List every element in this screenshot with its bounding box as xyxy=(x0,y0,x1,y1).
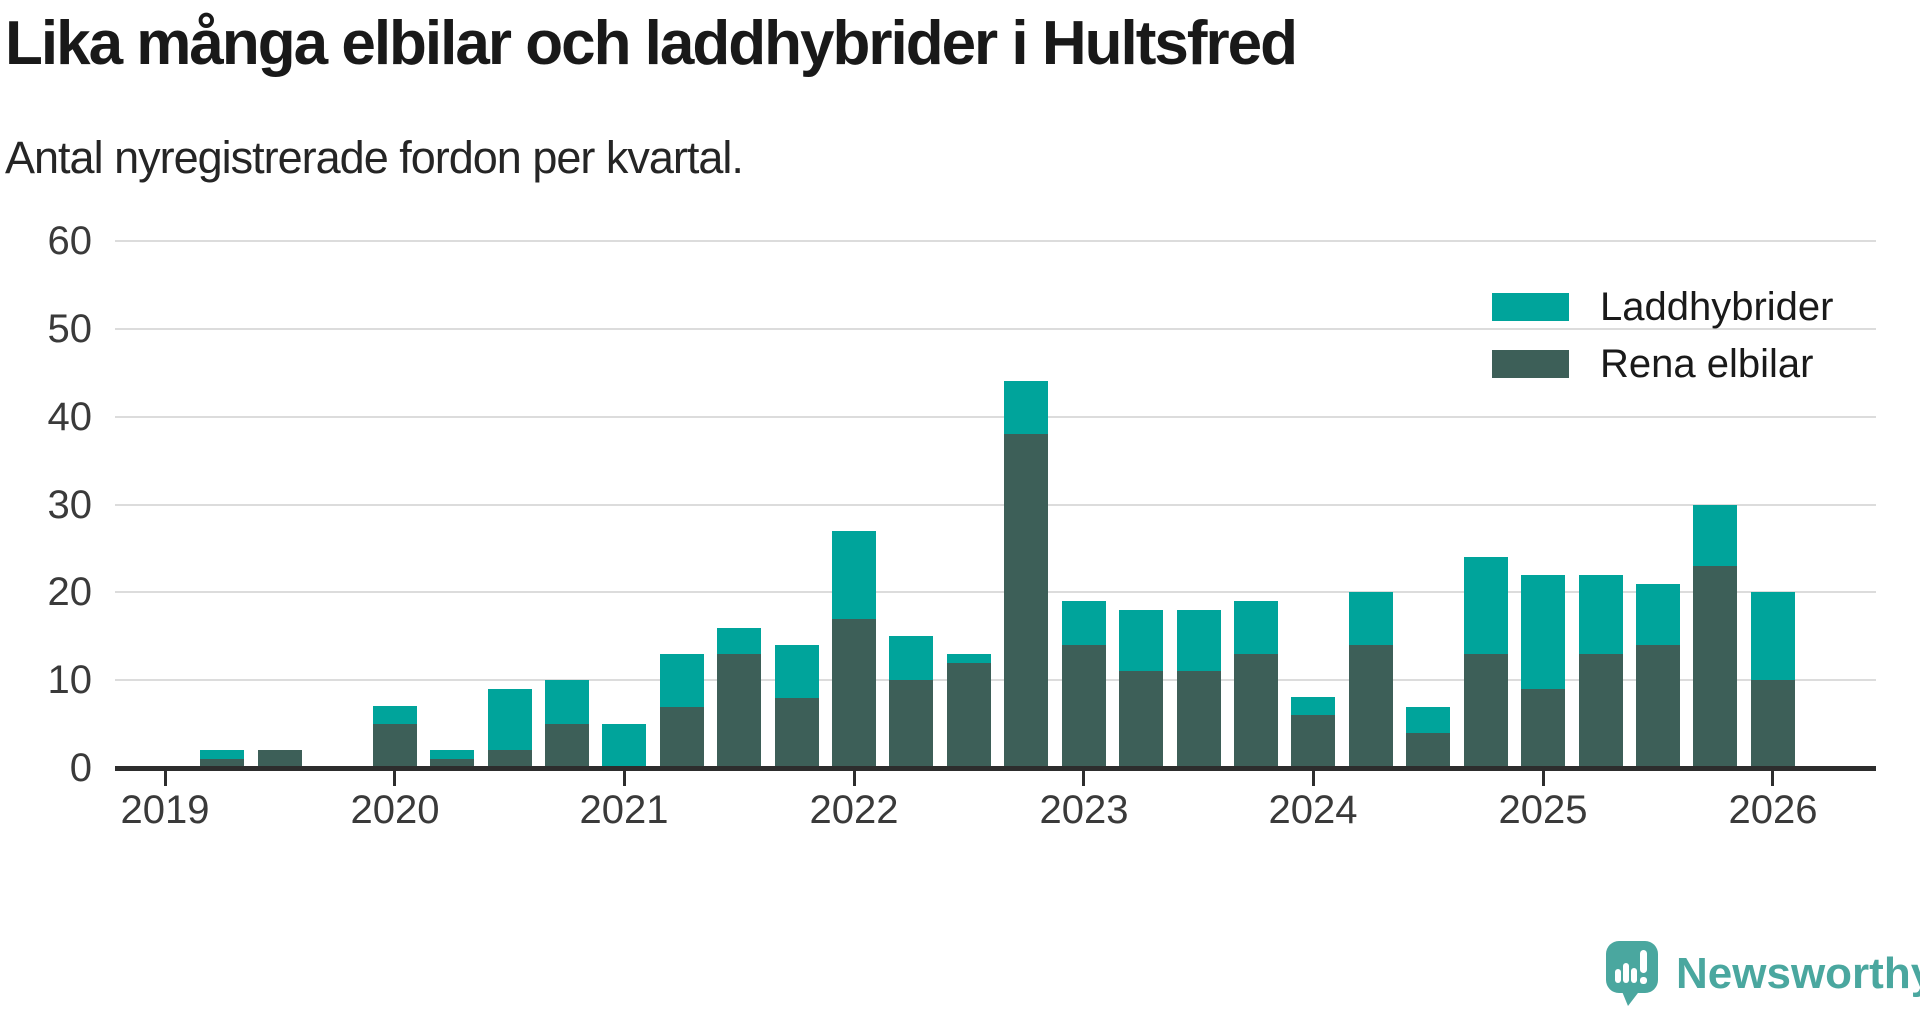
x-axis-label-2019: 2019 xyxy=(85,788,245,832)
x-tick-2021 xyxy=(623,771,626,786)
bar-2025-q1-rena-elbilar xyxy=(1521,689,1565,768)
y-axis-label-20: 20 xyxy=(0,570,92,614)
x-axis-label-2025: 2025 xyxy=(1463,788,1623,832)
x-tick-2025 xyxy=(1542,771,1545,786)
chart-subtitle: Antal nyregistrerade fordon per kvartal. xyxy=(5,132,743,184)
newsworthy-logo: Newsworthy xyxy=(1606,941,1920,1007)
chart-title: Lika många elbilar och laddhybrider i Hu… xyxy=(5,8,1296,79)
bar-2024-q4-rena-elbilar xyxy=(1464,654,1508,768)
bar-2021-q2-rena-elbilar xyxy=(660,707,704,768)
bar-2023-q3-rena-elbilar xyxy=(1177,671,1221,768)
bar-2022-q1-laddhybrider xyxy=(832,531,876,619)
newsworthy-logo-text: Newsworthy xyxy=(1676,949,1920,999)
bar-2026-q1-laddhybrider xyxy=(1751,592,1795,680)
bar-2021-q3-laddhybrider xyxy=(717,628,761,654)
bar-2021-q1-laddhybrider xyxy=(602,724,646,768)
x-axis-label-2024: 2024 xyxy=(1233,788,1393,832)
bar-2023-q2-laddhybrider xyxy=(1119,610,1163,671)
bar-2023-q1-rena-elbilar xyxy=(1062,645,1106,768)
x-axis-line xyxy=(115,766,1876,771)
bar-2026-q1-rena-elbilar xyxy=(1751,680,1795,768)
gridline-40 xyxy=(115,416,1876,418)
legend-item-rena-elbilar: Rena elbilar xyxy=(1492,344,1813,384)
bar-2024-q1-rena-elbilar xyxy=(1291,715,1335,768)
y-axis-label-0: 0 xyxy=(0,746,92,790)
bar-2024-q3-rena-elbilar xyxy=(1406,733,1450,768)
bar-2022-q4-rena-elbilar xyxy=(1004,434,1048,768)
bar-2021-q4-rena-elbilar xyxy=(775,698,819,768)
y-axis-label-50: 50 xyxy=(0,307,92,351)
x-tick-2024 xyxy=(1312,771,1315,786)
bar-2022-q2-laddhybrider xyxy=(889,636,933,680)
bar-2023-q4-rena-elbilar xyxy=(1234,654,1278,768)
bar-2022-q3-rena-elbilar xyxy=(947,663,991,768)
legend-label: Rena elbilar xyxy=(1600,344,1813,384)
bar-2025-q4-laddhybrider xyxy=(1693,505,1737,566)
bar-2019-q2-laddhybrider xyxy=(200,750,244,759)
bar-2022-q3-laddhybrider xyxy=(947,654,991,663)
bar-2023-q4-laddhybrider xyxy=(1234,601,1278,654)
bar-2022-q1-rena-elbilar xyxy=(832,619,876,768)
bar-2020-q1-laddhybrider xyxy=(373,706,417,724)
bar-2025-q3-rena-elbilar xyxy=(1636,645,1680,768)
y-axis-label-10: 10 xyxy=(0,658,92,702)
bar-2024-q2-laddhybrider xyxy=(1349,592,1393,645)
bar-2025-q2-laddhybrider xyxy=(1579,575,1623,654)
gridline-60 xyxy=(115,240,1876,242)
y-axis-label-60: 60 xyxy=(0,219,92,263)
y-axis-label-40: 40 xyxy=(0,395,92,439)
bar-2022-q2-rena-elbilar xyxy=(889,680,933,768)
x-axis-label-2023: 2023 xyxy=(1004,788,1164,832)
x-tick-2022 xyxy=(853,771,856,786)
bar-2025-q3-laddhybrider xyxy=(1636,584,1680,645)
x-tick-2026 xyxy=(1771,771,1774,786)
x-tick-2020 xyxy=(393,771,396,786)
bar-2025-q1-laddhybrider xyxy=(1521,575,1565,689)
bar-2024-q3-laddhybrider xyxy=(1406,707,1450,733)
x-axis-label-2020: 2020 xyxy=(315,788,475,832)
legend-item-laddhybrider: Laddhybrider xyxy=(1492,287,1834,327)
bar-2023-q2-rena-elbilar xyxy=(1119,671,1163,768)
legend-label: Laddhybrider xyxy=(1600,287,1834,327)
legend-swatch-laddhybrider xyxy=(1492,293,1569,321)
bar-2020-q3-laddhybrider xyxy=(488,689,532,750)
bar-2022-q4-laddhybrider xyxy=(1004,381,1048,434)
bar-2023-q1-laddhybrider xyxy=(1062,601,1106,645)
bar-2024-q2-rena-elbilar xyxy=(1349,645,1393,768)
bar-2021-q4-laddhybrider xyxy=(775,645,819,698)
x-axis-label-2022: 2022 xyxy=(774,788,934,832)
newsworthy-bubble-icon xyxy=(1606,941,1658,1007)
x-tick-2019 xyxy=(164,771,167,786)
bar-2024-q1-laddhybrider xyxy=(1291,697,1335,715)
y-axis-label-30: 30 xyxy=(0,483,92,527)
bar-2025-q2-rena-elbilar xyxy=(1579,654,1623,768)
bar-2021-q3-rena-elbilar xyxy=(717,654,761,768)
bar-2020-q4-laddhybrider xyxy=(545,680,589,724)
bar-2025-q4-rena-elbilar xyxy=(1693,566,1737,768)
bar-2020-q4-rena-elbilar xyxy=(545,724,589,768)
bar-2024-q4-laddhybrider xyxy=(1464,557,1508,654)
bar-2020-q2-laddhybrider xyxy=(430,750,474,759)
x-axis-label-2026: 2026 xyxy=(1693,788,1853,832)
bar-2023-q3-laddhybrider xyxy=(1177,610,1221,671)
bar-2020-q1-rena-elbilar xyxy=(373,724,417,768)
x-tick-2023 xyxy=(1082,771,1085,786)
gridline-30 xyxy=(115,504,1876,506)
bar-2021-q2-laddhybrider xyxy=(660,654,704,707)
x-axis-label-2021: 2021 xyxy=(544,788,704,832)
legend-swatch-rena-elbilar xyxy=(1492,350,1569,378)
